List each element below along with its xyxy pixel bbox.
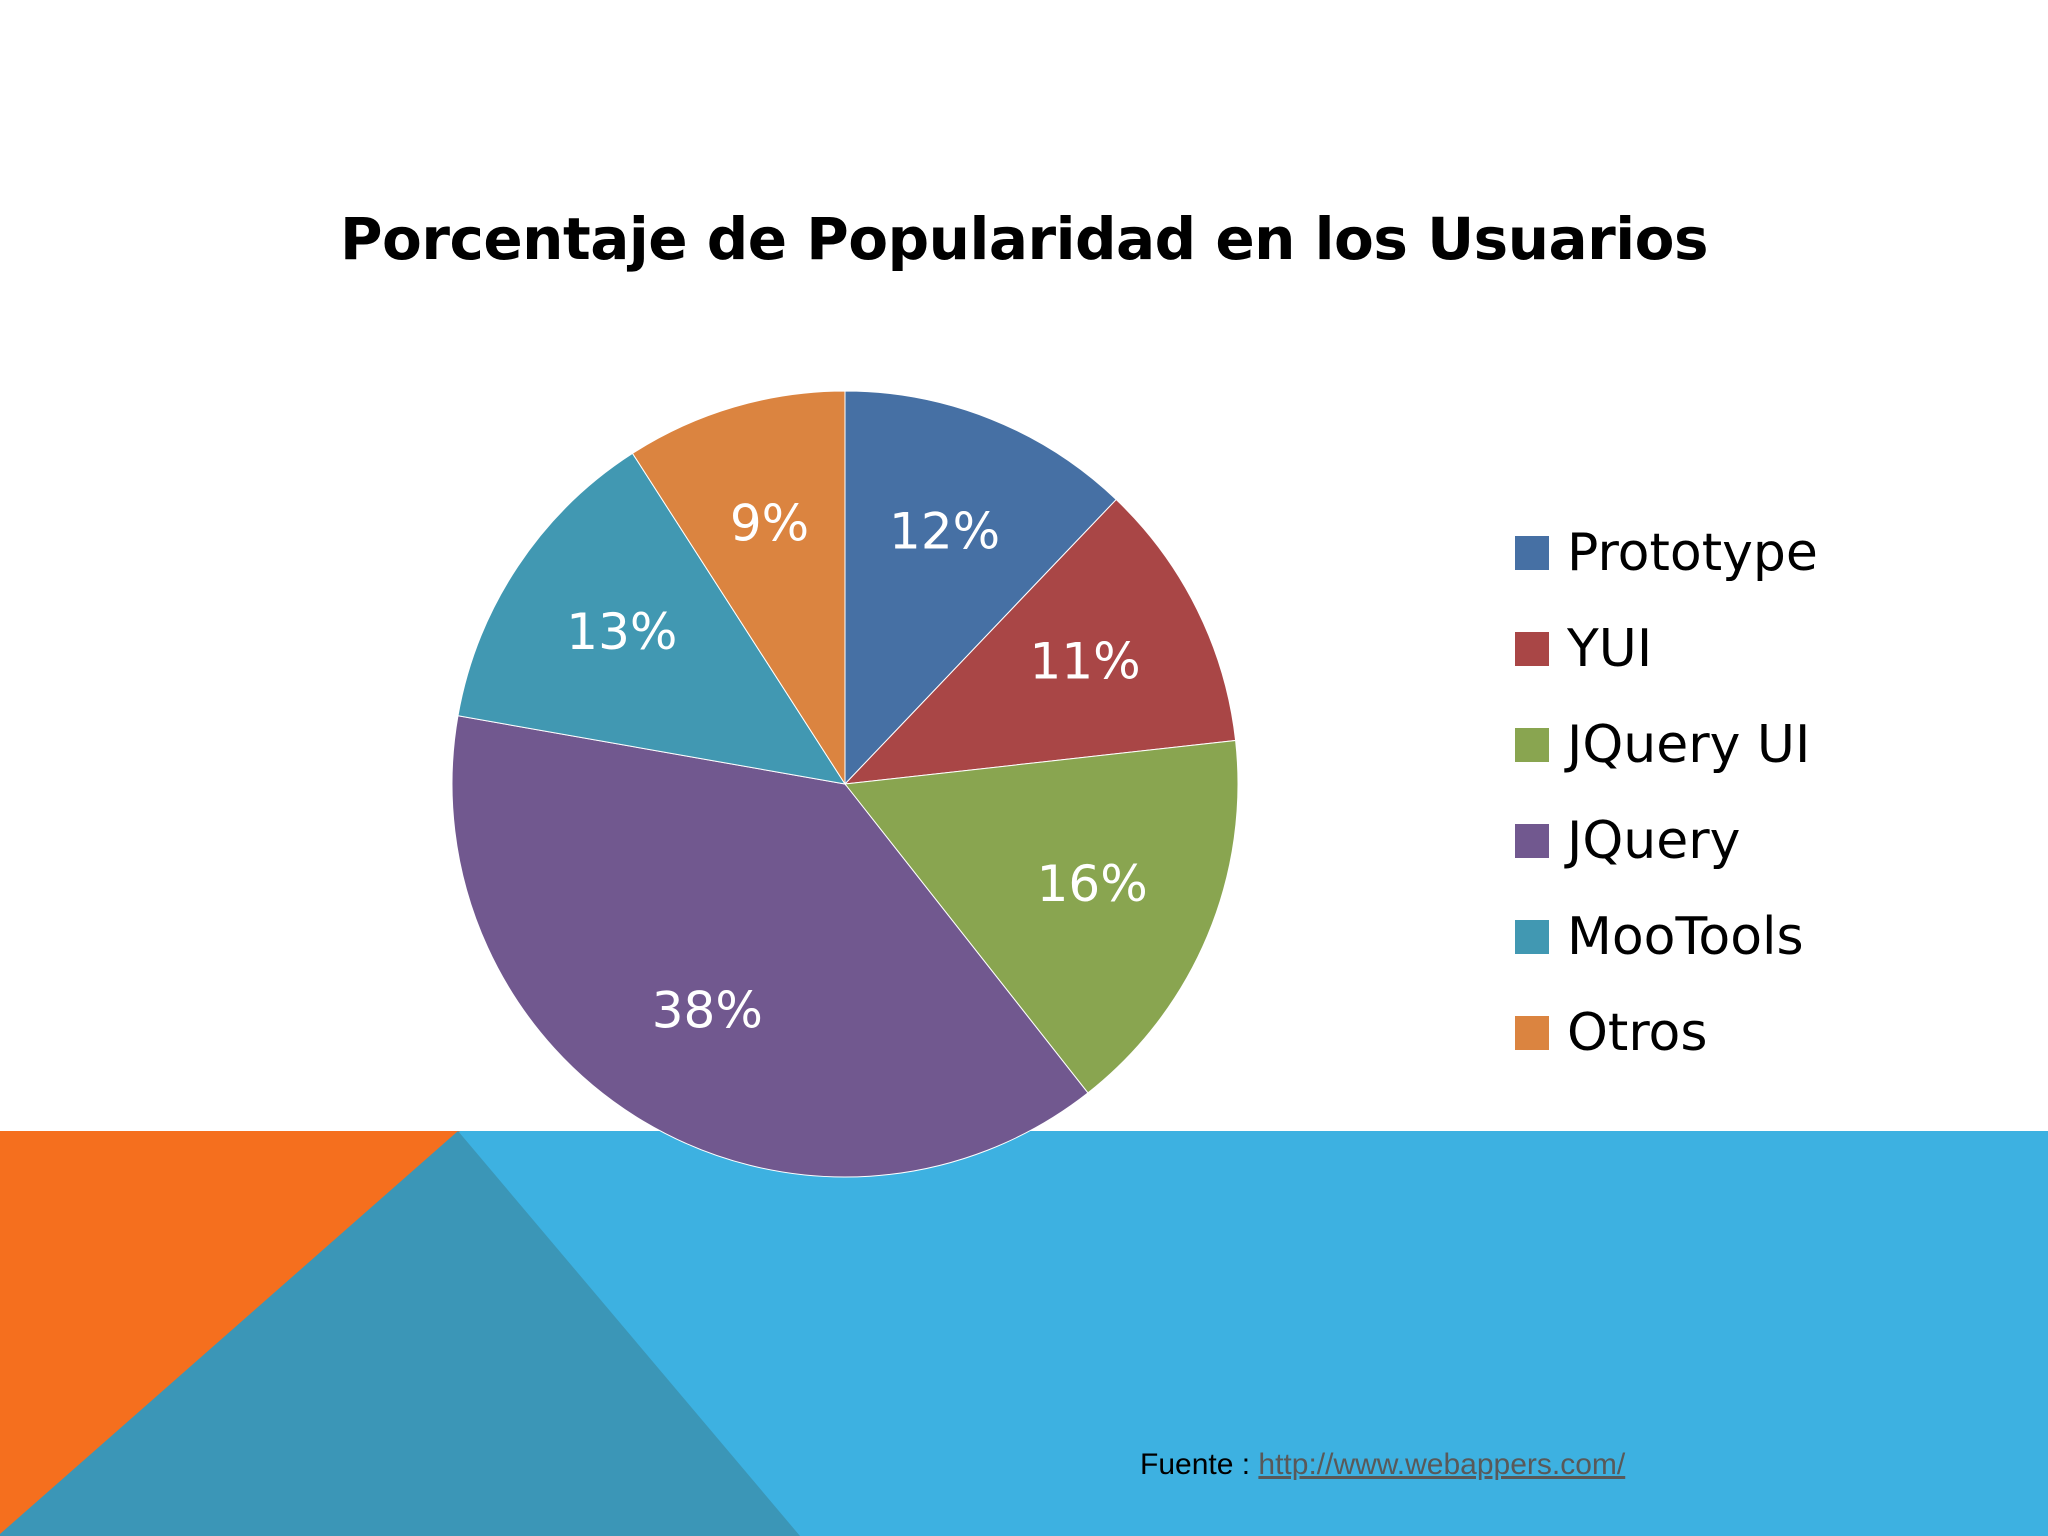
legend-item-jquery-ui: JQuery UI (1515, 697, 1818, 793)
pie-slice-mootools (457, 452, 847, 785)
legend-label: JQuery UI (1567, 715, 1811, 775)
source-prefix: Fuente : (1140, 1448, 1259, 1481)
chart-legend: Prototype YUI JQuery UI JQuery MooTools Otros (1515, 505, 1818, 1081)
legend-label: YUI (1567, 619, 1653, 679)
legend-label: JQuery (1567, 811, 1741, 871)
legend-swatch (1515, 728, 1549, 762)
data-label-jquery: 38% (652, 981, 763, 1039)
data-label-yui: 11% (1030, 632, 1141, 690)
legend-label: Otros (1567, 1003, 1708, 1063)
legend-swatch (1515, 920, 1549, 954)
legend-item-prototype: Prototype (1515, 505, 1818, 601)
pie-slice-jquery (451, 715, 1089, 1178)
data-label-jquery-ui: 16% (1037, 855, 1148, 913)
pie-slice-jquery-ui (844, 739, 1239, 1094)
legend-swatch (1515, 824, 1549, 858)
data-label-prototype: 12% (889, 503, 1000, 561)
legend-item-mootools: MooTools (1515, 889, 1818, 985)
legend-label: Prototype (1567, 523, 1818, 583)
legend-item-jquery: JQuery (1515, 793, 1818, 889)
data-label-otros: 9% (730, 494, 809, 552)
source-note: Fuente : http://www.webappers.com/ (1140, 1448, 1625, 1482)
legend-item-otros: Otros (1515, 985, 1818, 1081)
legend-swatch (1515, 632, 1549, 666)
chart-title: Porcentaje de Popularidad en los Usuario… (340, 205, 1709, 273)
data-label-mootools: 13% (566, 603, 677, 661)
legend-label: MooTools (1567, 907, 1804, 967)
pie-slice-otros (631, 390, 846, 786)
pie-slice-yui (843, 498, 1237, 785)
teal-triangle (0, 1131, 800, 1536)
pie-slice-prototype (844, 390, 1117, 786)
legend-swatch (1515, 1016, 1549, 1050)
legend-item-yui: YUI (1515, 601, 1818, 697)
legend-swatch (1515, 536, 1549, 570)
source-link[interactable]: http://www.webappers.com/ (1258, 1448, 1626, 1481)
